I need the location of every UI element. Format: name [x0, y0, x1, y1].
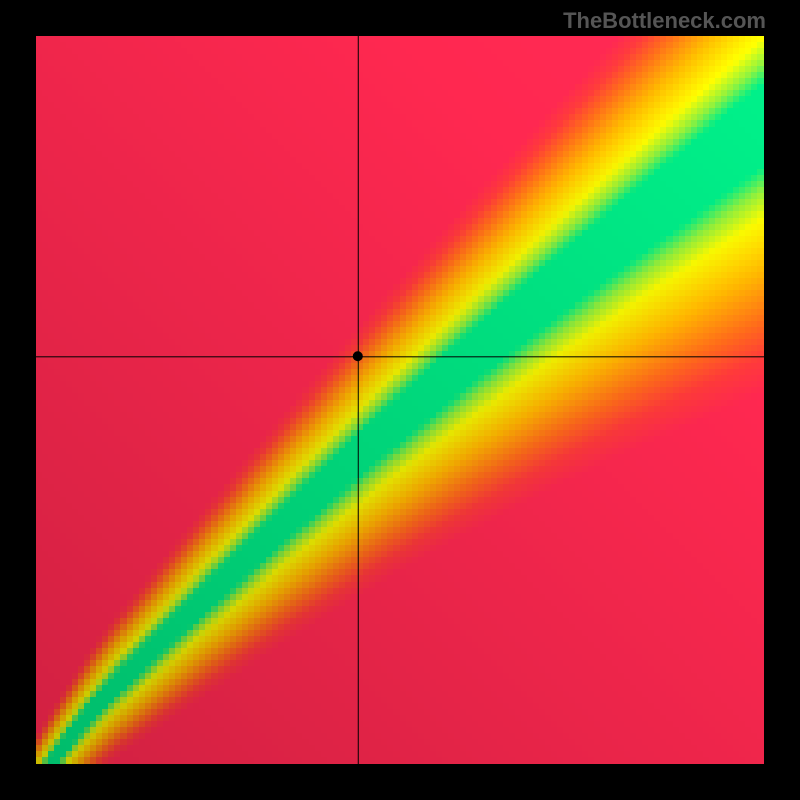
watermark-text: TheBottleneck.com — [563, 8, 766, 34]
chart-container: TheBottleneck.com — [0, 0, 800, 800]
heatmap-plot — [36, 36, 764, 764]
